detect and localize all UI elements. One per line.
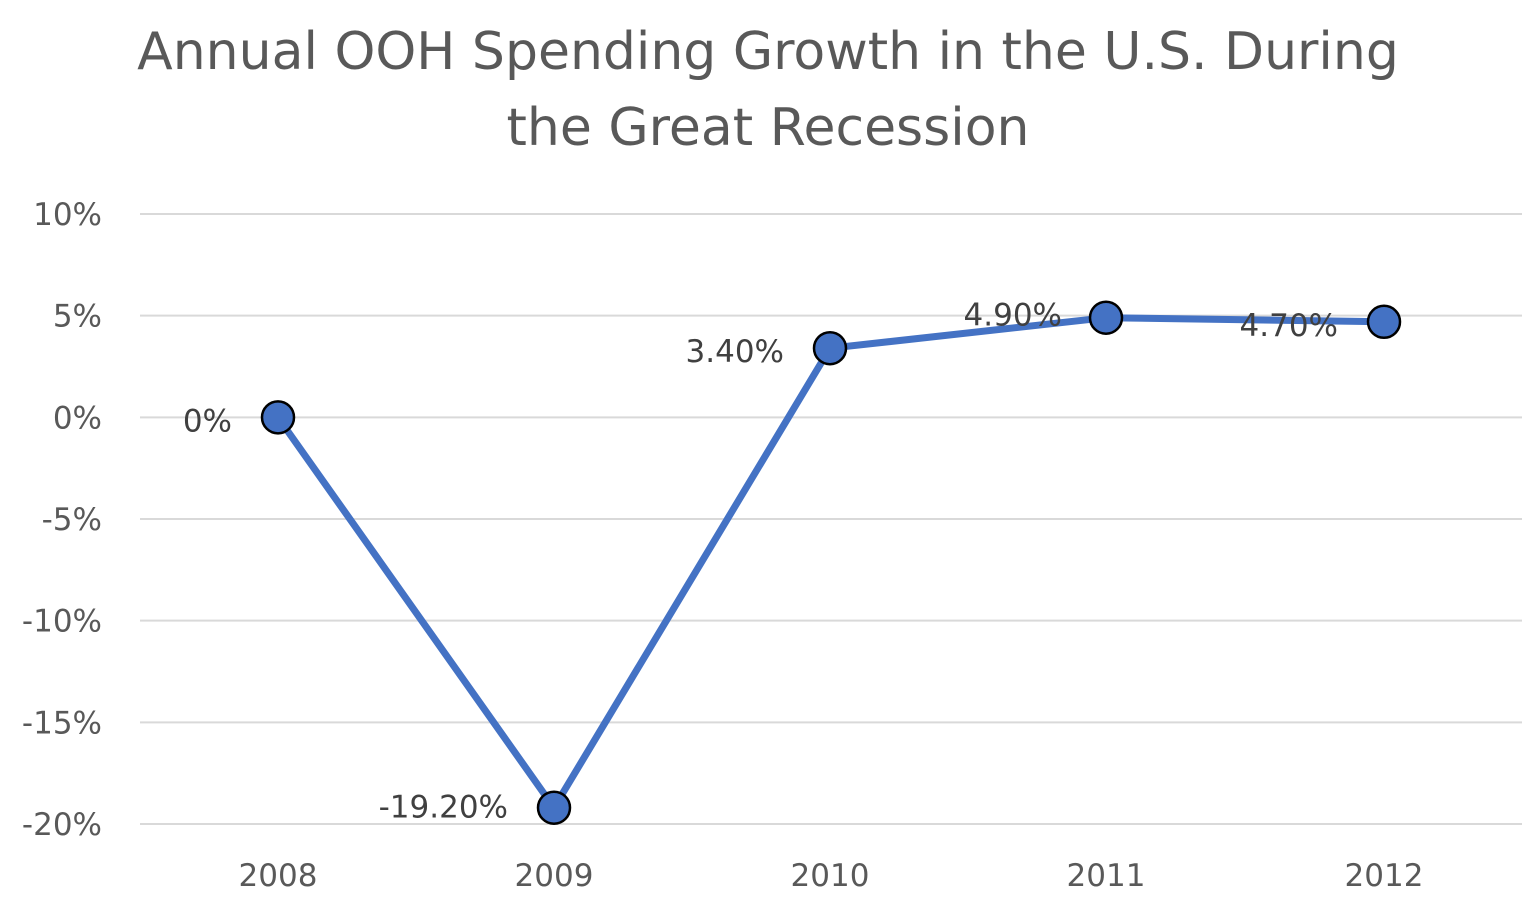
data-point-2009 <box>536 790 572 825</box>
data-label-2011: 4.90% <box>964 298 1062 334</box>
x-tick-label-2010: 2010 <box>791 858 870 894</box>
y-tick-label-2: 0% <box>53 400 102 436</box>
data-point-2011 <box>1088 300 1124 335</box>
data-point-2012 <box>1366 304 1402 340</box>
x-tick-label-2012: 2012 <box>1345 858 1424 894</box>
y-tick-label-1: 5% <box>53 299 102 335</box>
x-tick-label-2009: 2009 <box>515 858 594 894</box>
y-tick-label-6: -20% <box>22 807 102 843</box>
y-tick-label-0: 10% <box>33 197 102 233</box>
x-tick-label-2008: 2008 <box>239 858 318 894</box>
chart-title-line-1: Annual OOH Spending Growth in the U.S. D… <box>137 22 1399 82</box>
series-line-0 <box>274 314 1388 812</box>
y-tick-label-3: -5% <box>42 502 102 538</box>
data-point-2008 <box>260 400 296 435</box>
data-label-2010: 3.40% <box>686 334 784 370</box>
data-point-2010 <box>812 330 848 366</box>
chart-title: Annual OOH Spending Growth in the U.S. D… <box>0 14 1536 166</box>
data-label-2012: 4.70% <box>1240 308 1338 344</box>
data-label-2008: 0% <box>183 403 232 439</box>
data-label-2009: -19.20% <box>379 790 508 826</box>
y-tick-label-4: -10% <box>22 604 102 640</box>
x-tick-label-2011: 2011 <box>1067 858 1146 894</box>
y-tick-label-5: -15% <box>22 705 102 741</box>
chart-title-line-2: the Great Recession <box>506 98 1030 158</box>
